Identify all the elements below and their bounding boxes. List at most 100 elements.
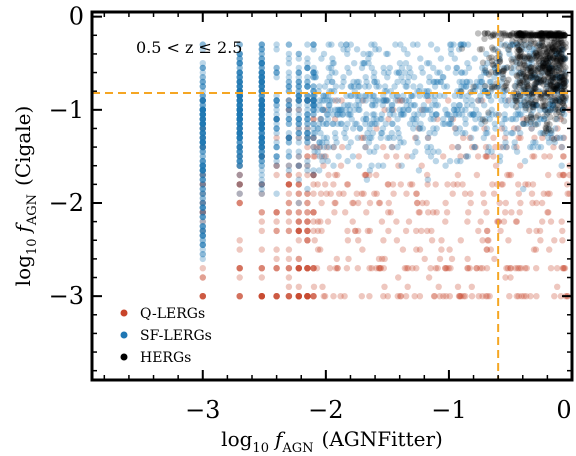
point-sf-lergs-1447 <box>375 83 383 90</box>
point-q-lergs-418 <box>285 218 293 225</box>
point-hergs-697 <box>519 77 526 84</box>
point-q-lergs-380 <box>468 293 476 300</box>
point-sf-lergs-1594 <box>323 120 330 128</box>
point-sf-lergs-1089 <box>514 60 521 67</box>
point-sf-lergs-847 <box>304 83 311 90</box>
point-sf-lergs-827 <box>258 111 265 118</box>
point-q-lergs-151 <box>500 218 508 225</box>
point-sf-lergs-258 <box>236 120 243 128</box>
point-q-lergs-419 <box>451 125 459 132</box>
point-sf-lergs-1024 <box>236 106 243 114</box>
point-sf-lergs-526 <box>236 111 243 118</box>
point-hergs-656 <box>560 56 567 63</box>
point-sf-lergs-1110 <box>304 74 311 81</box>
point-sf-lergs-609 <box>258 60 265 67</box>
point-q-lergs-433 <box>258 293 265 300</box>
point-q-lergs-273 <box>295 181 302 188</box>
point-sf-lergs-687 <box>236 78 243 86</box>
point-sf-lergs-1589 <box>310 125 317 132</box>
point-q-lergs-224 <box>385 181 392 188</box>
point-q-lergs-167 <box>236 293 243 300</box>
point-sf-lergs-378 <box>258 125 265 132</box>
point-sf-lergs-168 <box>236 83 243 90</box>
point-sf-lergs-1182 <box>453 157 461 165</box>
point-q-lergs-21 <box>390 190 397 197</box>
point-sf-lergs-1098 <box>236 111 243 118</box>
point-sf-lergs-597 <box>285 97 293 104</box>
point-sf-lergs-93 <box>362 115 370 123</box>
point-sf-lergs-1163 <box>258 83 265 90</box>
point-sf-lergs-285 <box>326 102 333 109</box>
point-q-lergs-526 <box>520 115 527 123</box>
point-sf-lergs-265 <box>258 120 265 128</box>
point-sf-lergs-1254 <box>310 129 317 137</box>
point-q-lergs-4 <box>273 218 280 225</box>
point-sf-lergs-974 <box>436 69 443 76</box>
point-q-lergs-289 <box>236 274 243 281</box>
point-sf-lergs-204 <box>319 106 326 114</box>
point-sf-lergs-1044 <box>258 102 265 109</box>
point-sf-lergs-80 <box>344 102 352 109</box>
point-sf-lergs-263 <box>236 148 243 155</box>
point-q-lergs-243 <box>435 283 442 290</box>
point-sf-lergs-400 <box>432 111 440 118</box>
point-sf-lergs-1002 <box>199 227 206 235</box>
point-sf-lergs-685 <box>295 69 302 76</box>
point-sf-lergs-495 <box>199 232 206 239</box>
point-sf-lergs-988 <box>325 41 332 48</box>
point-sf-lergs-1322 <box>295 148 302 155</box>
point-q-lergs-71 <box>199 115 206 123</box>
point-sf-lergs-769 <box>258 125 265 132</box>
point-hergs-125 <box>458 45 466 52</box>
point-sf-lergs-1173 <box>258 92 265 100</box>
point-q-lergs-310 <box>285 181 293 188</box>
point-q-lergs-82 <box>273 227 280 235</box>
point-sf-lergs-1181 <box>546 106 554 114</box>
point-sf-lergs-698 <box>310 102 317 109</box>
point-sf-lergs-365 <box>236 92 243 100</box>
point-sf-lergs-717 <box>422 92 429 100</box>
point-q-lergs-212 <box>413 190 420 197</box>
point-sf-lergs-1191 <box>368 41 375 48</box>
point-sf-lergs-620 <box>236 50 243 58</box>
point-sf-lergs-133 <box>199 97 206 104</box>
point-sf-lergs-279 <box>236 115 243 123</box>
point-sf-lergs-1441 <box>334 106 341 114</box>
point-sf-lergs-725 <box>236 41 243 48</box>
point-sf-lergs-662 <box>334 111 341 118</box>
point-q-lergs-347 <box>295 162 302 169</box>
point-q-lergs-150 <box>199 97 206 104</box>
point-q-lergs-482 <box>405 218 413 225</box>
point-sf-lergs-418 <box>236 148 243 155</box>
point-sf-lergs-98 <box>236 41 243 48</box>
point-sf-lergs-195 <box>236 74 243 81</box>
point-q-lergs-583 <box>258 265 265 272</box>
point-sf-lergs-532 <box>310 106 317 114</box>
point-sf-lergs-181 <box>548 129 555 137</box>
point-q-lergs-635 <box>304 218 311 225</box>
point-sf-lergs-338 <box>199 41 206 48</box>
point-sf-lergs-1125 <box>529 106 537 114</box>
point-sf-lergs-269 <box>519 120 526 128</box>
point-q-lergs-262 <box>413 246 420 253</box>
point-sf-lergs-1414 <box>371 78 378 86</box>
point-sf-lergs-646 <box>328 41 335 48</box>
point-sf-lergs-475 <box>501 115 508 123</box>
point-q-lergs-96 <box>285 274 293 281</box>
point-q-lergs-321 <box>551 237 558 244</box>
point-hergs-666 <box>481 82 489 90</box>
point-hergs-607 <box>526 55 534 62</box>
point-sf-lergs-1087 <box>481 102 488 109</box>
point-hergs-658 <box>546 54 553 61</box>
point-sf-lergs-1104 <box>477 92 484 100</box>
point-q-lergs-546 <box>295 265 302 272</box>
point-sf-lergs-1326 <box>353 78 361 86</box>
point-sf-lergs-870 <box>321 83 329 90</box>
point-hergs-598 <box>501 42 508 49</box>
point-sf-lergs-1469 <box>556 134 564 141</box>
point-sf-lergs-772 <box>400 46 408 53</box>
point-sf-lergs-823 <box>393 92 401 100</box>
point-q-lergs-377 <box>450 181 457 188</box>
point-sf-lergs-1354 <box>258 111 265 118</box>
point-sf-lergs-1124 <box>295 106 302 114</box>
